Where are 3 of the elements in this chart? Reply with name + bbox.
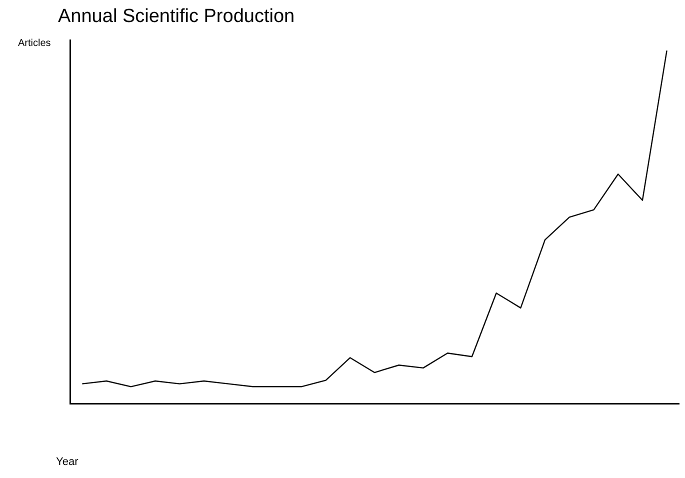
- chart-title: Annual Scientific Production: [58, 6, 295, 28]
- y-axis-title: Articles: [18, 38, 51, 49]
- x-axis-title: Year: [56, 456, 78, 468]
